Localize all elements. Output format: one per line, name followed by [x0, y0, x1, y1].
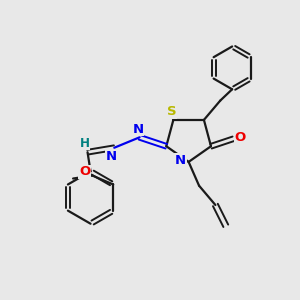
Text: S: S	[167, 105, 177, 118]
Text: H: H	[80, 137, 90, 150]
Text: O: O	[234, 131, 245, 144]
Text: O: O	[79, 166, 90, 178]
Text: N: N	[106, 150, 117, 163]
Text: N: N	[133, 122, 144, 136]
Text: N: N	[175, 154, 186, 167]
